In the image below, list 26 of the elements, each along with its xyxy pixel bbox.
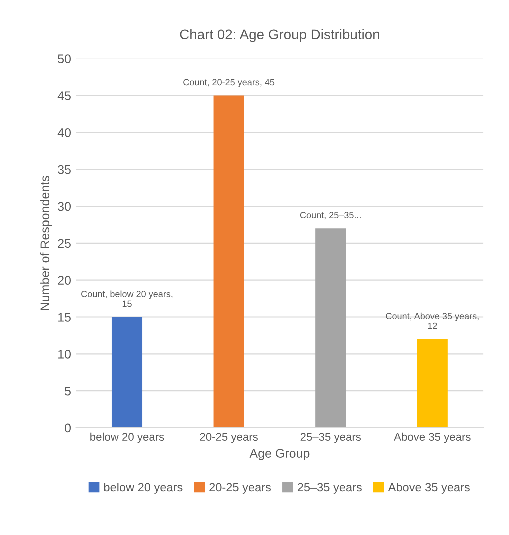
- y-tick-label: 45: [58, 92, 71, 100]
- data-label: Count, Above 35 years, 12: [386, 312, 479, 330]
- y-tick-label: 40: [58, 128, 71, 138]
- y-tick-label: 30: [58, 202, 71, 212]
- y-tick-label: 35: [58, 165, 71, 174]
- x-tick-label: 20-25 years: [200, 433, 258, 444]
- y-axis-title: Number of Respondents: [40, 176, 52, 310]
- legend-label: Above 35 years: [388, 482, 470, 494]
- y-tick-label: 20: [58, 276, 71, 285]
- x-axis-title: Age Group: [250, 449, 310, 460]
- legend-label: below 20 years: [104, 482, 183, 494]
- x-tick-label: 25–35 years: [300, 433, 362, 444]
- legend-label: 20-25 years: [210, 483, 271, 494]
- y-tick-label: 25: [58, 239, 71, 248]
- x-tick-label: Above 35 years: [394, 432, 471, 444]
- y-tick-label: 50: [58, 54, 71, 64]
- data-label: Count, below 20 years, 15: [82, 290, 173, 308]
- data-label: Count, 20-25 years, 45: [184, 79, 275, 88]
- y-tick-label: 10: [58, 350, 71, 359]
- y-tick-label: 5: [65, 387, 71, 396]
- chart-title: Chart 02: Age Group Distribution: [180, 29, 380, 42]
- data-label: Count, 25–35...: [300, 212, 361, 220]
- legend-label: 25–35 years: [298, 483, 362, 494]
- y-tick-label: 15: [58, 313, 71, 322]
- x-tick-label: below 20 years: [90, 432, 164, 444]
- y-tick-label: 0: [65, 424, 71, 433]
